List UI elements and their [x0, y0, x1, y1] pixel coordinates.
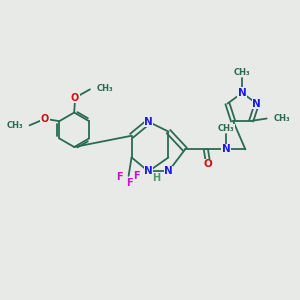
Text: O: O — [204, 159, 213, 169]
Text: CH₃: CH₃ — [6, 122, 23, 130]
Text: N: N — [144, 167, 153, 176]
Text: CH₃: CH₃ — [218, 124, 234, 133]
Text: F: F — [116, 172, 123, 182]
Text: N: N — [144, 117, 153, 127]
Text: H: H — [152, 173, 160, 183]
Text: N: N — [253, 99, 261, 109]
Text: N: N — [164, 167, 173, 176]
Text: CH₃: CH₃ — [97, 84, 113, 93]
Text: N: N — [222, 144, 230, 154]
Text: O: O — [71, 93, 79, 103]
Text: O: O — [41, 114, 49, 124]
Text: F: F — [126, 178, 133, 188]
Text: F: F — [134, 171, 140, 181]
Text: CH₃: CH₃ — [273, 114, 290, 123]
Text: N: N — [238, 88, 247, 98]
Text: CH₃: CH₃ — [234, 68, 250, 77]
